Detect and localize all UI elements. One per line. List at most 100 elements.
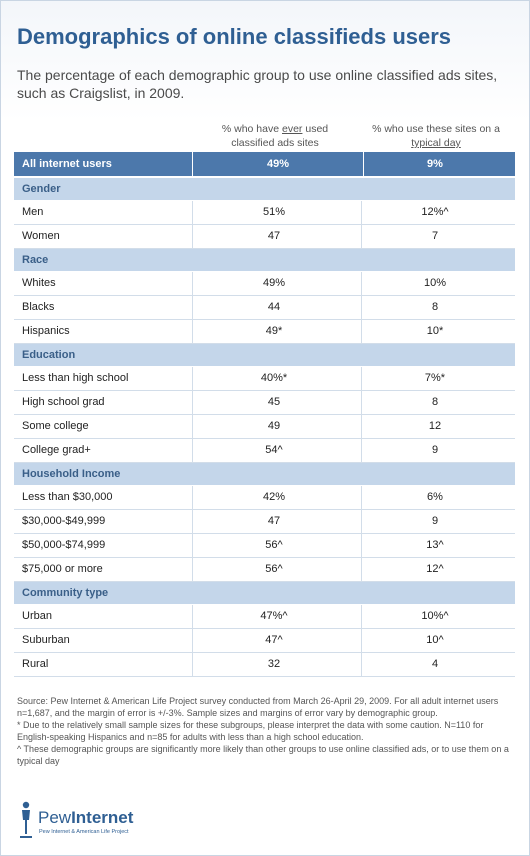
column-divider: [192, 510, 362, 533]
value-ever-used: 56^: [265, 539, 283, 551]
row-label: $75,000 or more: [22, 563, 103, 575]
table-row: Hispanics 49* 10*: [14, 320, 515, 344]
column-divider: [192, 272, 362, 295]
value-ever-used: 42%: [262, 491, 286, 503]
value-typical-day: 12^: [426, 563, 444, 575]
table-row: Rural 32 4: [14, 653, 515, 677]
section-header-row: Race: [14, 249, 515, 272]
value-typical-day: 8: [431, 301, 439, 313]
row-label: $50,000-$74,999: [22, 539, 106, 551]
row-label: Whites: [22, 277, 56, 289]
column-divider: [192, 391, 362, 414]
footnote-caret: ^ These demographic groups are significa…: [17, 744, 509, 766]
value-typical-day: 9: [431, 444, 439, 456]
row-label: High school grad: [22, 396, 105, 408]
row-label: Education: [22, 349, 76, 361]
column-header-ever-used: % who have ever used classified ads site…: [200, 122, 350, 150]
value-ever-used: 47%^: [260, 610, 288, 622]
table-row: $75,000 or more 56^ 12^: [14, 558, 515, 582]
value-typical-day: 6%: [427, 491, 443, 503]
footnotes: Source: Pew Internet & American Life Pro…: [17, 695, 517, 767]
row-label: All internet users: [22, 158, 112, 170]
row-label: Some college: [22, 420, 89, 432]
value-typical-day: 7: [431, 230, 439, 242]
table-row: Women 47 7: [14, 225, 515, 249]
value-typical-day: 4: [431, 658, 439, 670]
table-row: $50,000-$74,999 56^ 13^: [14, 534, 515, 558]
table-row: High school grad 45 8: [14, 391, 515, 415]
row-label: Men: [22, 206, 44, 218]
row-label: Women: [22, 230, 60, 242]
row-label: $30,000-$49,999: [22, 515, 106, 527]
logo-name-a: Pew: [38, 808, 72, 827]
column-divider: [192, 558, 362, 581]
value-typical-day: 9%: [427, 158, 443, 170]
value-ever-used: 32: [267, 658, 281, 670]
column-header-ever-used-underlined: ever: [282, 123, 303, 135]
row-label: Community type: [22, 587, 109, 599]
row-label: Suburban: [22, 634, 70, 646]
table-row: College grad+ 54^ 9: [14, 439, 515, 463]
value-typical-day: 10%^: [421, 610, 449, 622]
value-typical-day: 12: [428, 420, 442, 432]
table-row: Some college 49 12: [14, 415, 515, 439]
logo-subtitle: Pew Internet & American Life Project: [39, 829, 129, 835]
column-divider: [192, 605, 362, 628]
column-header-typical-day-pre: % who use these sites on a: [372, 123, 500, 135]
row-label: Rural: [22, 658, 49, 670]
logo-wordmark: PewInternet: [38, 808, 133, 828]
value-ever-used: 49: [267, 420, 281, 432]
row-label: Blacks: [22, 301, 55, 313]
value-typical-day: 10^: [426, 634, 444, 646]
footnote-source: Source: Pew Internet & American Life Pro…: [17, 696, 499, 718]
table-row: $30,000-$49,999 47 9: [14, 510, 515, 534]
value-ever-used: 44: [267, 301, 281, 313]
row-label: Race: [22, 254, 49, 266]
row-label: Hispanics: [22, 325, 70, 337]
value-typical-day: 7%*: [424, 372, 446, 384]
table-row: Suburban 47^ 10^: [14, 629, 515, 653]
value-typical-day: 10*: [426, 325, 444, 337]
value-typical-day: 9: [431, 515, 439, 527]
footnote-asterisk: * Due to the relatively small sample siz…: [17, 720, 484, 742]
value-ever-used: 47: [267, 515, 281, 527]
value-typical-day: 10%: [423, 277, 447, 289]
column-divider: [192, 486, 362, 509]
value-ever-used: 47^: [265, 634, 283, 646]
value-ever-used: 54^: [265, 444, 283, 456]
row-label: Less than high school: [22, 372, 129, 384]
row-label: College grad+: [22, 444, 91, 456]
row-label: Less than $30,000: [22, 491, 113, 503]
value-typical-day: 8: [431, 396, 439, 408]
value-typical-day: 13^: [426, 539, 444, 551]
pew-logo-icon: [20, 801, 32, 838]
row-label: Urban: [22, 610, 52, 622]
column-divider: [192, 439, 362, 462]
column-divider: [192, 320, 362, 343]
value-ever-used: 56^: [265, 563, 283, 575]
column-divider: [192, 534, 362, 557]
value-ever-used: 49*: [265, 325, 283, 337]
section-header-row: Community type: [14, 582, 515, 605]
value-ever-used: 51%: [262, 206, 286, 218]
column-divider: [192, 201, 362, 224]
value-ever-used: 49%: [192, 152, 364, 176]
value-typical-day: 12%^: [421, 206, 449, 218]
column-header-typical-day: % who use these sites on a typical day: [357, 122, 515, 150]
table-row: Men 51% 12%^: [14, 201, 515, 225]
page-subtitle: The percentage of each demographic group…: [17, 67, 498, 101]
total-row: All internet users 49% 9%: [14, 152, 515, 178]
value-ever-used: 40%*: [260, 372, 288, 384]
table-row: Less than high school 40%* 7%*: [14, 367, 515, 391]
table-row: Less than $30,000 42% 6%: [14, 486, 515, 510]
logo-name-b: Internet: [71, 808, 134, 827]
column-divider: [192, 225, 362, 248]
value-ever-used: 49%: [262, 277, 286, 289]
section-header-row: Education: [14, 344, 515, 367]
value-ever-used: 47: [267, 230, 281, 242]
demographics-table: All internet users 49% 9% Gender Men 51% 12%^ W…: [14, 152, 515, 677]
column-divider: [192, 296, 362, 319]
column-divider: [192, 415, 362, 438]
section-header-row: Gender: [14, 178, 515, 201]
column-divider: [192, 629, 362, 652]
